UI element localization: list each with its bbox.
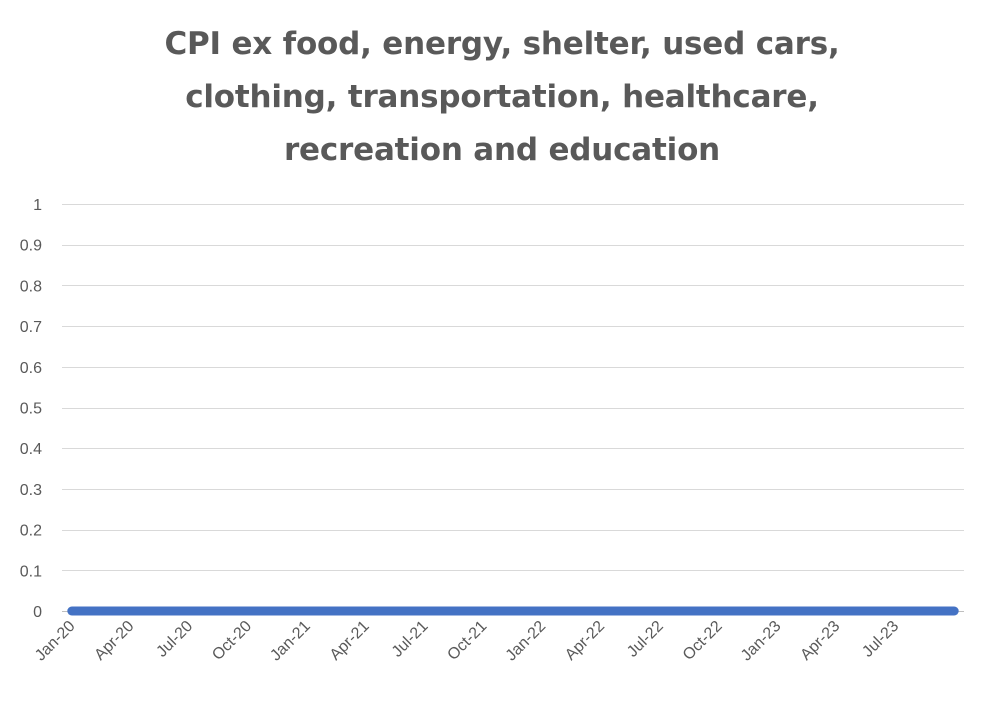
y-tick-label: 0.9 [20, 238, 42, 255]
x-tick-label: Jan-21 [267, 618, 314, 665]
x-tick-label: Jan-20 [32, 618, 79, 665]
x-tick-label: Jan-22 [503, 618, 550, 665]
x-tick-label: Oct-21 [444, 618, 490, 664]
x-tick-label: Apr-21 [327, 618, 373, 664]
y-tick-label: 0.5 [20, 401, 42, 418]
y-tick-label: 0.4 [20, 441, 42, 458]
gridlines [62, 204, 964, 571]
chart-title-line-1: CPI ex food, energy, shelter, used cars, [164, 26, 840, 62]
chart-title-line-2: clothing, transportation, healthcare, [185, 79, 819, 115]
y-tick-label: 0.7 [20, 319, 42, 336]
chart-title-line-3: recreation and education [283, 132, 721, 168]
y-tick-label: 0.2 [20, 523, 42, 540]
x-tick-label: Jul-20 [153, 618, 196, 661]
y-tick-label: 0 [33, 604, 42, 621]
y-tick-label: 0.1 [20, 563, 42, 580]
y-tick-label: 0.3 [20, 482, 42, 499]
x-tick-label: Apr-23 [797, 618, 843, 664]
x-tick-label: Oct-22 [680, 618, 726, 664]
x-tick-label: Jan-23 [738, 618, 785, 665]
x-tick-label: Apr-22 [562, 618, 608, 664]
y-tick-label: 0.6 [20, 360, 42, 377]
x-tick-label: Apr-20 [91, 618, 137, 664]
x-tick-label: Jul-22 [624, 618, 667, 661]
x-tick-label: Jul-23 [859, 618, 902, 661]
y-axis-labels: 0 0.1 0.2 0.3 0.4 0.5 0.6 0.7 0.8 0.9 1 [20, 197, 42, 621]
y-tick-label: 0.8 [20, 278, 42, 295]
x-axis-labels: Jan-20 Apr-20 Jul-20 Oct-20 Jan-21 Apr-21 Jul-… [32, 618, 902, 665]
x-tick-label: Oct-20 [209, 618, 255, 664]
y-tick-label: 1 [33, 197, 42, 214]
x-tick-label: Jul-21 [389, 618, 432, 661]
chart-title: CPI ex food, energy, shelter, used cars,… [0, 18, 1004, 177]
